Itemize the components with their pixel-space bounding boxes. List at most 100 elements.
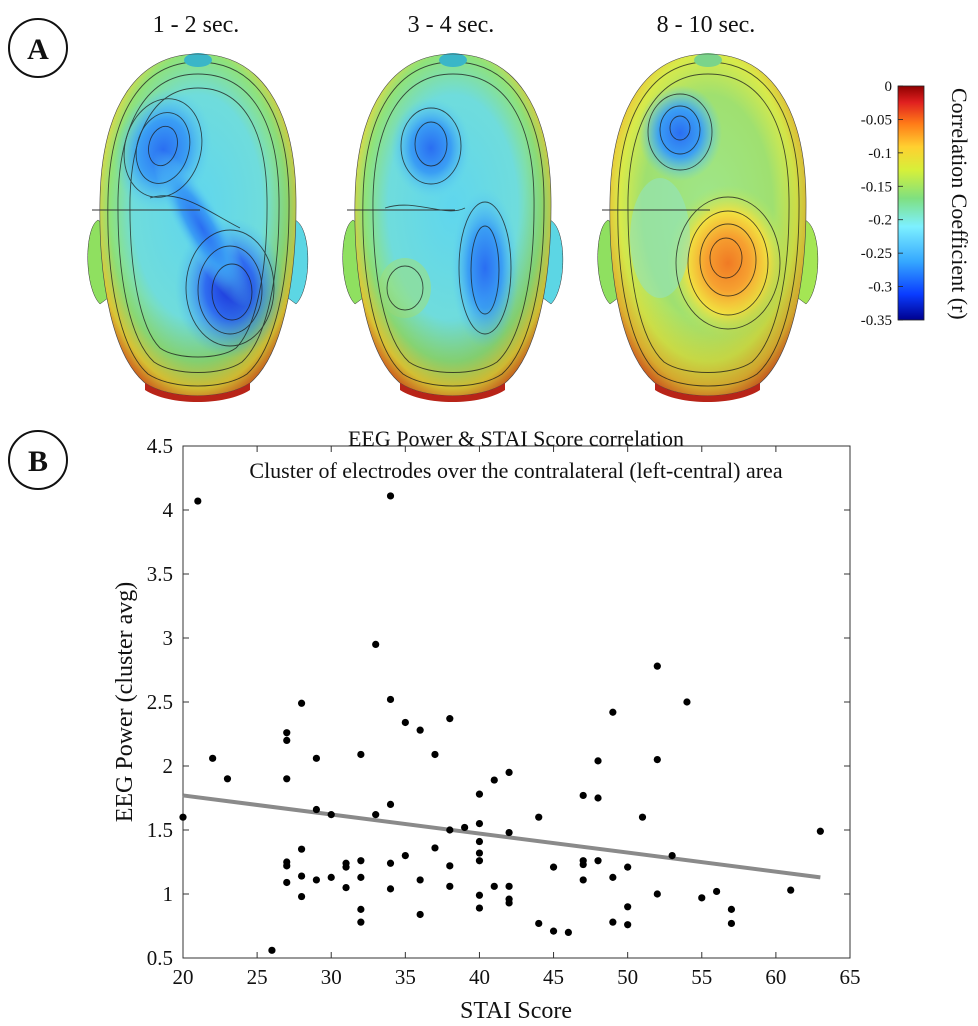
y-tick-label: 4.5 <box>147 434 173 458</box>
data-point <box>475 837 484 846</box>
topomap-1-2-sec: 1 - 2 sec. <box>87 12 309 402</box>
scatter-plot: 20 25 30 35 40 45 50 55 60 65 0.5 1 1.5 2 2.5 3 3.5 4 4.5… <box>112 426 861 1024</box>
colorbar-ticks: 0 -0.05 -0.1 -0.15 -0.2 -0.25 -0.3 -0.35 <box>861 79 903 329</box>
data-point <box>609 918 617 926</box>
colorbar-gradient <box>897 85 925 321</box>
data-point <box>698 894 706 902</box>
colorbar-label: Correlation Coefficient (r) <box>947 88 972 320</box>
data-point <box>653 756 661 764</box>
data-point <box>727 919 736 928</box>
data-point <box>416 726 424 734</box>
data-point <box>594 794 602 802</box>
x-tick-label: 50 <box>617 965 638 989</box>
data-point <box>535 813 543 821</box>
x-tick-label: 60 <box>765 965 786 989</box>
data-point <box>505 768 513 777</box>
colorbar-tick-label: -0.15 <box>861 179 892 195</box>
y-tick-label: 2 <box>163 754 174 778</box>
panel-b-badge <box>8 430 68 490</box>
y-tick-label: 3 <box>163 626 174 650</box>
data-point <box>297 892 306 901</box>
data-point <box>475 891 484 899</box>
plot-frame <box>182 445 851 959</box>
data-point <box>401 852 409 860</box>
x-tick-label: 40 <box>469 965 490 989</box>
x-tick-label: 20 <box>173 965 194 989</box>
data-point <box>386 859 395 867</box>
data-point <box>223 775 232 783</box>
x-tick-label: 65 <box>840 965 861 989</box>
data-point <box>475 820 484 828</box>
data-point <box>475 857 484 865</box>
data-point <box>668 852 676 860</box>
data-point <box>372 811 380 819</box>
data-point <box>283 862 291 870</box>
data-point <box>446 715 454 723</box>
data-point <box>357 873 365 881</box>
data-point <box>505 828 513 837</box>
data-point <box>594 857 602 865</box>
data-point <box>357 918 365 926</box>
topomap-8-10-sec: 8 - 10 sec. <box>597 12 819 402</box>
data-point <box>431 750 439 759</box>
y-tick-label: 3.5 <box>147 562 173 586</box>
data-point <box>490 882 498 890</box>
data-point <box>461 823 469 832</box>
colorbar-tick-label: 0 <box>885 79 893 95</box>
panel-b-label: B <box>28 445 48 478</box>
data-point <box>475 790 484 798</box>
data-point <box>446 862 454 870</box>
data-point <box>357 857 365 865</box>
data-point <box>475 904 484 912</box>
data-point <box>327 873 335 881</box>
data-point <box>579 876 587 884</box>
data-point <box>564 928 572 937</box>
data-point <box>579 791 587 800</box>
data-point <box>446 826 454 834</box>
data-point <box>283 775 291 783</box>
panel-a-badge <box>8 18 68 78</box>
y-tick-label: 1.5 <box>147 818 173 842</box>
data-point <box>535 919 543 928</box>
data-point <box>638 813 647 821</box>
data-point <box>194 497 202 505</box>
topomap-title: 3 - 4 sec. <box>408 12 495 38</box>
data-point <box>297 872 306 880</box>
data-point <box>787 886 795 894</box>
topomap-title: 8 - 10 sec. <box>657 12 756 38</box>
colorbar-tick-label: -0.1 <box>868 146 892 162</box>
data-point <box>283 878 291 887</box>
data-point <box>490 776 498 784</box>
data-point <box>386 800 395 809</box>
x-tick-label: 30 <box>321 965 342 989</box>
panel-a-label: A <box>27 33 49 66</box>
data-point <box>624 863 632 871</box>
y-tick-label: 4 <box>163 498 174 522</box>
colorbar-tick-label: -0.2 <box>868 213 892 229</box>
data-point <box>505 882 513 890</box>
data-point <box>624 903 632 911</box>
data-point <box>816 827 824 835</box>
data-point <box>386 695 395 704</box>
data-point <box>342 884 350 892</box>
data-point <box>386 885 395 893</box>
y-axis: 0.5 1 1.5 2 2.5 3 3.5 4 4.5 <box>147 434 850 970</box>
data-point <box>312 805 320 814</box>
data-point <box>283 729 291 737</box>
data-point <box>297 699 306 707</box>
data-point <box>342 863 350 871</box>
x-tick-label: 45 <box>543 965 564 989</box>
colorbar-tick-label: -0.05 <box>861 112 892 128</box>
data-point <box>579 860 587 869</box>
data-point <box>609 873 617 881</box>
data-point <box>209 754 217 762</box>
colorbar-tick-label: -0.35 <box>861 313 892 329</box>
data-point <box>683 698 691 706</box>
topomap-3-4-sec: 3 - 4 sec. <box>342 12 564 402</box>
regression-line <box>182 793 821 880</box>
data-point <box>312 754 320 762</box>
x-axis: 20 25 30 35 40 45 50 55 60 65 <box>173 446 861 989</box>
y-tick-label: 1 <box>163 882 174 906</box>
chart-subtitle: Cluster of electrodes over the contralat… <box>249 458 782 483</box>
